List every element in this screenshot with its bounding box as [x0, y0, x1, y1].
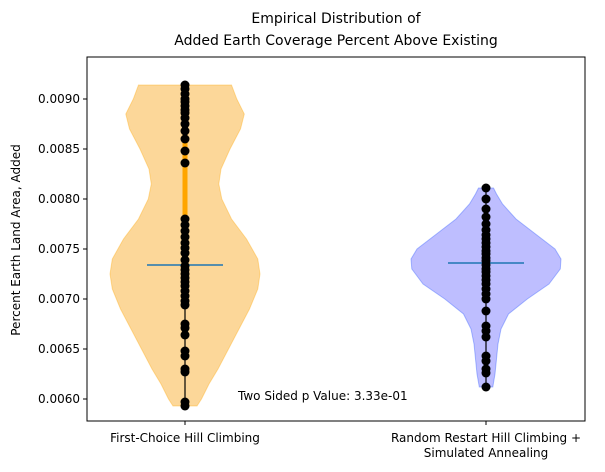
y-axis-label: Percent Earth Land Area, Added	[9, 144, 23, 336]
data-point-2-2	[481, 194, 491, 204]
y-tick-label-5: 0.0080	[38, 192, 80, 206]
data-point-1-32	[180, 300, 190, 310]
y-tick-label-7: 0.0090	[38, 92, 80, 106]
data-point-1-10	[180, 119, 190, 129]
data-point-1-39	[180, 367, 190, 377]
data-point-1-41	[180, 401, 190, 411]
x-tick-label-1-1: First-Choice Hill Climbing	[110, 431, 260, 445]
data-point-2-24	[481, 306, 491, 316]
p-value-annotation: Two Sided p Value: 3.33e-01	[237, 389, 408, 403]
title-line-2: Added Earth Coverage Percent Above Exist…	[174, 33, 498, 49]
data-point-2-27	[481, 332, 491, 342]
data-point-2-29	[481, 356, 491, 366]
data-point-2-32	[481, 382, 491, 392]
data-point-1-37	[180, 351, 190, 361]
data-point-2-1	[481, 183, 491, 193]
x-tick-label-2-1: Random Restart Hill Climbing +	[391, 431, 581, 445]
data-point-2-23	[481, 294, 491, 304]
data-point-2-3	[481, 204, 491, 214]
plot-area	[109, 80, 562, 411]
data-point-1-13	[180, 146, 190, 156]
title-line-1: Empirical Distribution of	[251, 11, 421, 27]
y-tick-label-6: 0.0085	[38, 142, 80, 156]
y-tick-label-1: 0.0060	[38, 392, 80, 406]
axes-frame	[86, 56, 586, 422]
data-point-1-34	[180, 323, 190, 333]
data-point-1-35	[180, 330, 190, 340]
y-tick-label-2: 0.0065	[38, 342, 80, 356]
axes: 0.0060 0.0065 0.0070 0.0075 0.0080 0.0085 0.00…	[38, 56, 586, 460]
y-tick-label-4: 0.0075	[38, 242, 80, 256]
chart-title: Empirical Distribution of Added Earth Co…	[174, 11, 498, 49]
data-point-1-12	[180, 134, 190, 144]
data-point-2-4	[481, 212, 491, 222]
y-tick-label-3: 0.0070	[38, 292, 80, 306]
data-point-2-31	[481, 368, 491, 378]
data-point-1-21	[180, 248, 190, 258]
x-tick-label-2-2: Simulated Annealing	[424, 446, 549, 460]
data-point-1-11	[180, 126, 190, 136]
data-point-1-14	[180, 158, 190, 168]
